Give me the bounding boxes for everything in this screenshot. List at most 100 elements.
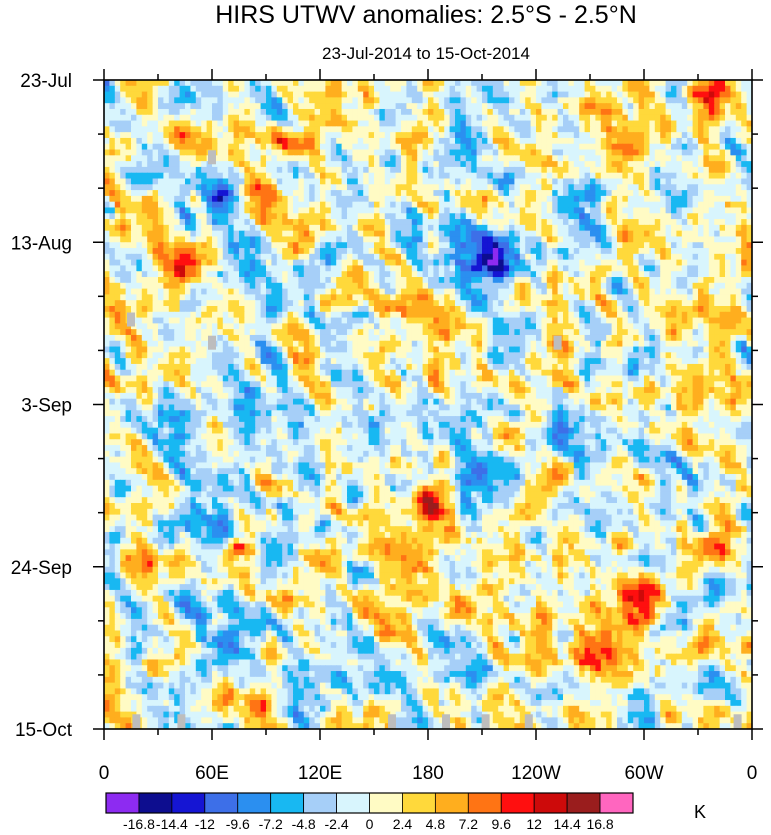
field-cell xyxy=(179,311,186,319)
field-cell xyxy=(158,114,164,122)
field-cell xyxy=(476,282,483,290)
field-cell xyxy=(460,236,467,243)
field-cell xyxy=(573,80,580,87)
field-cell xyxy=(444,103,451,110)
field-cell xyxy=(606,201,613,209)
field-cell xyxy=(309,126,316,133)
field-cell xyxy=(357,277,364,284)
field-cell xyxy=(255,80,262,87)
field-cell xyxy=(249,277,256,284)
field-cell xyxy=(422,166,429,174)
field-cell xyxy=(406,305,413,313)
field-cell xyxy=(131,143,137,151)
field-cell xyxy=(746,190,752,197)
field-cell xyxy=(271,85,278,93)
field-cell xyxy=(708,277,715,284)
field-cell xyxy=(525,114,532,122)
field-cell xyxy=(735,265,742,272)
field-cell xyxy=(487,97,494,104)
field-cell xyxy=(352,213,359,220)
field-cell xyxy=(492,317,499,324)
field-cell xyxy=(482,317,488,324)
field-cell xyxy=(676,213,683,220)
field-cell xyxy=(309,242,316,249)
field-cell xyxy=(584,143,591,151)
field-cell xyxy=(249,248,256,255)
field-cell xyxy=(649,253,656,261)
field-cell xyxy=(584,282,591,290)
field-cell xyxy=(438,103,445,110)
field-cell xyxy=(109,282,116,290)
field-cell xyxy=(487,277,494,284)
field-cell xyxy=(417,201,424,209)
field-cell xyxy=(406,311,413,319)
field-cell xyxy=(239,317,245,324)
field-cell xyxy=(530,172,537,180)
field-cell xyxy=(611,103,618,110)
field-cell xyxy=(114,294,121,301)
field-cell xyxy=(125,259,132,267)
field-cell xyxy=(352,277,359,284)
field-cell xyxy=(212,184,218,191)
field-cell xyxy=(309,219,316,226)
field-cell xyxy=(671,224,677,232)
field-cell xyxy=(271,201,278,209)
field-cell xyxy=(708,178,715,185)
field-cell xyxy=(201,108,208,116)
field-cell xyxy=(287,294,294,301)
field-cell xyxy=(687,277,694,284)
field-cell xyxy=(719,143,726,151)
field-cell xyxy=(336,166,343,174)
field-cell xyxy=(730,184,737,191)
field-cell xyxy=(671,248,677,255)
field-cell xyxy=(401,219,407,226)
field-cell xyxy=(152,311,159,319)
field-cell xyxy=(249,195,256,203)
field-cell xyxy=(185,219,191,226)
field-cell xyxy=(546,271,553,278)
field-cell xyxy=(606,155,613,162)
field-cell xyxy=(541,97,548,104)
field-cell xyxy=(671,114,677,122)
field-cell xyxy=(654,143,661,151)
field-cell xyxy=(611,311,618,319)
field-cell xyxy=(406,294,413,301)
field-cell xyxy=(406,317,413,324)
field-cell xyxy=(725,230,731,238)
field-cell xyxy=(487,155,494,162)
field-cell xyxy=(341,103,348,110)
field-cell xyxy=(395,248,402,255)
field-cell xyxy=(222,85,229,93)
field-cell xyxy=(563,224,569,232)
field-cell xyxy=(514,219,521,226)
field-cell xyxy=(320,149,326,156)
field-cell xyxy=(433,294,440,301)
field-cell xyxy=(206,288,213,295)
field-cell xyxy=(487,190,494,197)
field-cell xyxy=(665,184,672,191)
field-cell xyxy=(168,137,175,145)
field-cell xyxy=(681,224,688,232)
field-cell xyxy=(109,108,116,116)
field-cell xyxy=(584,201,591,209)
field-cell xyxy=(719,149,726,156)
field-cell xyxy=(233,305,240,313)
field-cell xyxy=(514,161,521,168)
field-cell xyxy=(519,149,526,156)
field-cell xyxy=(303,166,310,174)
field-cell xyxy=(422,178,429,185)
field-cell xyxy=(228,80,235,87)
field-cell xyxy=(530,300,537,307)
field-cell xyxy=(487,184,494,191)
field-cell xyxy=(692,172,699,180)
field-cell xyxy=(708,85,715,93)
field-cell xyxy=(638,166,645,174)
field-cell xyxy=(671,97,677,104)
field-cell xyxy=(325,172,332,180)
field-cell xyxy=(698,103,704,110)
field-cell xyxy=(141,120,148,127)
field-cell xyxy=(109,103,116,110)
field-cell xyxy=(487,172,494,180)
field-cell xyxy=(185,85,191,93)
field-cell xyxy=(687,230,694,238)
